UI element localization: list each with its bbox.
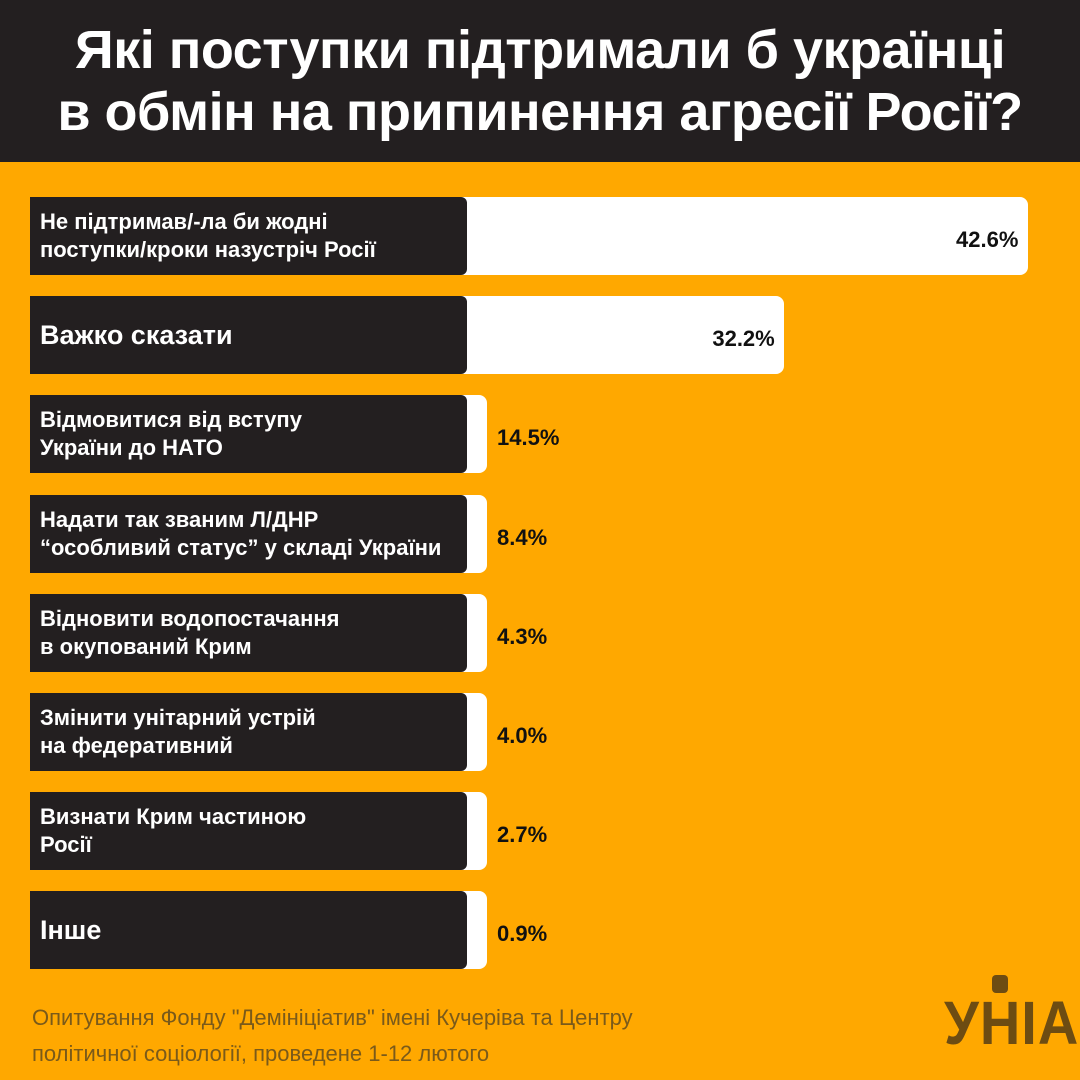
header: Які поступки підтримали б українці в обм… — [0, 0, 1080, 162]
value-label: 42.6% — [956, 227, 1019, 252]
category-label-box: Відновити водопостачання в окупований Кр… — [30, 594, 467, 672]
chart-title-line-1: Які поступки підтримали б українці — [74, 20, 1006, 80]
category-label-box: Змінити унітарний устрій на федеративний — [30, 693, 467, 771]
category-label: Визнати Крим частиною Росії — [40, 804, 307, 857]
value-label: 4.0% — [497, 723, 548, 748]
category-label: Відмовитися від вступу України до НАТО — [40, 407, 302, 460]
value-label: 0.9% — [497, 921, 548, 946]
category-label: Важко сказати — [40, 320, 233, 350]
logo-drum-icon — [992, 975, 1008, 993]
value-label: 8.4% — [497, 525, 548, 550]
chart-title-line-2: в обмін на припинення агресії Росії? — [57, 82, 1023, 142]
source-line-1: Опитування Фонду "Демініціатив" імені Ку… — [32, 1005, 633, 1030]
category-label: Інше — [40, 915, 102, 945]
category-label: Надати так званим Л/ДНР “особливий стату… — [40, 507, 442, 560]
category-label-box: Визнати Крим частиною Росії — [30, 792, 467, 870]
value-label: 14.5% — [497, 425, 560, 450]
logo-text: УНІАН — [944, 987, 1080, 1058]
category-label-box: Надати так званим Л/ДНР “особливий стату… — [30, 495, 467, 573]
value-label: 2.7% — [497, 822, 548, 847]
category-label: Відновити водопостачання в окупований Кр… — [40, 606, 340, 659]
unian-logo: УНІАН — [944, 975, 1080, 1058]
category-label: Не підтримав/-ла би жодні поступки/кроки… — [40, 209, 376, 262]
value-label: 4.3% — [497, 624, 548, 649]
category-label-box: Не підтримав/-ла би жодні поступки/кроки… — [30, 197, 467, 275]
source-note: Опитування Фонду "Демініціатив" імені Ку… — [32, 1000, 792, 1072]
value-label: 32.2% — [712, 326, 775, 351]
category-label-box: Відмовитися від вступу України до НАТО — [30, 395, 467, 473]
source-line-2: політичної соціології, проведене 1-12 лю… — [32, 1041, 490, 1066]
category-label-box: Важко сказати — [30, 296, 467, 374]
category-label: Змінити унітарний устрій на федеративний — [40, 705, 316, 758]
category-label-box: Інше — [30, 891, 467, 969]
